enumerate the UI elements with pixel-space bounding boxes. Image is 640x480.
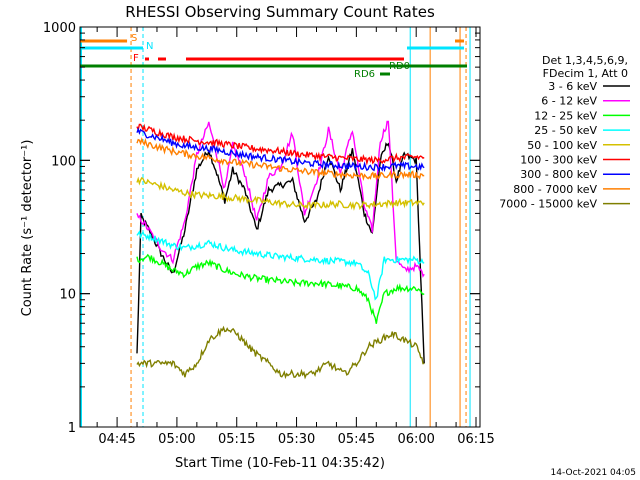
- legend-header: FDecim 1, Att 0: [543, 67, 628, 80]
- flag-label: RD0: [389, 61, 410, 72]
- legend: Det 1,3,4,5,6,9,FDecim 1, Att 03 - 6 keV…: [499, 54, 630, 211]
- series-line-300-800-keV: [136, 127, 425, 173]
- flag-label: S: [131, 33, 137, 44]
- x-tick-label: 05:15: [218, 432, 255, 447]
- x-tick-label: 05:30: [278, 432, 315, 447]
- series-line-7000-15000-keV: [136, 325, 425, 380]
- chart-title: RHESSI Observing Summary Count Rates: [125, 3, 435, 21]
- legend-label: 3 - 6 keV: [548, 80, 597, 93]
- legend-label: 50 - 100 keV: [527, 139, 597, 152]
- series-line-25-50-keV: [136, 230, 425, 301]
- series-line-800-7000-keV: [136, 137, 425, 181]
- x-tick-label: 04:45: [98, 432, 135, 447]
- legend-label: 100 - 300 keV: [520, 154, 597, 167]
- y-tick-label: 10: [59, 288, 76, 303]
- y-tick-label: 1000: [43, 21, 76, 36]
- x-tick-label: 05:00: [158, 432, 195, 447]
- legend-label: 800 - 7000 keV: [513, 183, 597, 196]
- legend-label: 25 - 50 keV: [534, 124, 597, 137]
- x-tick-label: 06:15: [457, 432, 494, 447]
- series-line-12-25-keV: [136, 253, 425, 324]
- series-line-100-300-keV: [136, 123, 425, 166]
- legend-label: 7000 - 15000 keV: [499, 198, 597, 211]
- legend-label: 12 - 25 keV: [534, 109, 597, 122]
- series-line-50-100-keV: [136, 176, 425, 211]
- plot-region: SNF RD0 RD6 1 10 100 1000 04:45 05:00 05:15 05:30 0…: [43, 21, 495, 447]
- series-line-3-6-keV: [136, 142, 425, 364]
- y-axis-label: Count Rate (s⁻¹ detector⁻¹): [20, 140, 35, 317]
- x-tick-label: 06:00: [397, 432, 434, 447]
- x-axis-label: Start Time (10-Feb-11 04:35:42): [175, 456, 385, 471]
- legend-header: Det 1,3,4,5,6,9,: [542, 54, 628, 67]
- flag-label: N: [146, 41, 153, 52]
- y-tick-label: 1: [68, 421, 76, 436]
- legend-label: 300 - 800 keV: [520, 168, 597, 181]
- flag-label: F: [133, 53, 139, 64]
- x-tick-label: 05:45: [338, 432, 375, 447]
- legend-label: 6 - 12 keV: [541, 95, 597, 108]
- generated-date: 14-Oct-2021 04:05: [551, 468, 636, 478]
- series-line-6-12-keV: [136, 120, 425, 278]
- flag-label: RD6: [354, 69, 375, 80]
- y-tick-label: 100: [51, 154, 76, 169]
- plot-frame: [79, 26, 481, 428]
